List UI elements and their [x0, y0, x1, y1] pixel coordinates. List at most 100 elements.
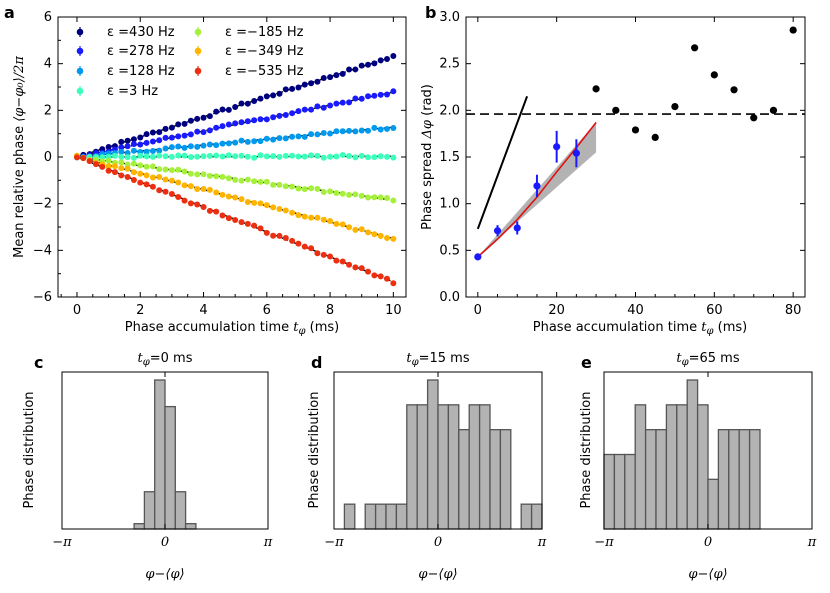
a-point: [358, 152, 365, 159]
a-point: [289, 85, 296, 92]
a-point: [225, 193, 232, 200]
a-point: [301, 153, 308, 160]
histogram-xtick-label: −π: [594, 535, 614, 550]
histogram-xtick-label: 0: [434, 535, 442, 550]
panel-d-xlabel: φ−⟨φ⟩: [418, 567, 457, 582]
a-point: [200, 185, 207, 192]
a-point: [162, 176, 169, 183]
a-point: [232, 153, 239, 160]
a-point: [181, 168, 188, 175]
a-point: [339, 221, 346, 228]
a-point: [276, 90, 283, 97]
a-point: [346, 224, 353, 231]
b-blue-point: [513, 224, 521, 232]
a-point: [339, 70, 346, 77]
a-point: [105, 143, 112, 150]
a-point: [143, 148, 150, 155]
panel-d-ylabel: Phase distribution: [307, 391, 322, 508]
a-point: [130, 136, 137, 143]
panel-e-ylabel: Phase distribution: [579, 391, 594, 508]
a-point: [149, 138, 156, 145]
a-point: [289, 110, 296, 117]
panel-b-ylabel: Phase spread Δφ (rad): [420, 84, 435, 230]
a-point: [219, 140, 226, 147]
a-point: [156, 137, 163, 144]
a-point: [263, 116, 270, 123]
a-point: [244, 220, 251, 227]
a-point: [244, 100, 251, 107]
a-point: [301, 106, 308, 113]
a-point: [339, 190, 346, 197]
histogram-bar: [748, 429, 761, 530]
a-point: [181, 152, 188, 159]
a-point: [257, 152, 264, 159]
panel-label-a: a: [4, 3, 15, 22]
a-point: [346, 99, 353, 106]
b-blue-point: [553, 143, 561, 151]
a-point: [346, 152, 353, 159]
a-point: [149, 129, 156, 136]
a-point: [238, 196, 245, 203]
a-point: [124, 165, 131, 172]
a-point: [162, 188, 169, 195]
a-point: [377, 194, 384, 201]
a-point: [206, 113, 213, 120]
a-point: [225, 215, 232, 222]
a-point: [358, 265, 365, 272]
a-point: [352, 128, 359, 135]
a-point: [301, 186, 308, 193]
a-point: [143, 153, 150, 160]
a-point: [371, 124, 378, 131]
panel-e-xlabel: φ−⟨φ⟩: [688, 567, 727, 582]
a-point: [143, 172, 150, 179]
a-point: [289, 183, 296, 190]
a-point: [251, 199, 258, 206]
a-ytick-label: −6: [33, 290, 52, 305]
histogram-bar: [343, 503, 356, 530]
a-point: [295, 185, 302, 192]
a-point: [289, 209, 296, 216]
a-point: [143, 131, 150, 138]
a-point: [149, 153, 156, 160]
a-point: [99, 163, 106, 170]
histogram-bar: [676, 404, 688, 530]
a-ytick-label: 4: [44, 57, 52, 72]
a-point: [232, 103, 239, 110]
a-point: [333, 153, 340, 160]
a-point: [371, 272, 378, 279]
a-point: [168, 134, 175, 141]
histogram-xtick-label: −π: [324, 535, 344, 550]
histogram-xtick-label: π: [807, 535, 817, 550]
a-point: [333, 100, 340, 107]
a-legend-marker: [76, 67, 84, 75]
a-point: [130, 177, 137, 184]
a-point: [384, 235, 391, 242]
a-point: [213, 208, 220, 215]
a-point: [200, 142, 207, 149]
a-point: [308, 106, 315, 113]
a-point: [352, 264, 359, 271]
a-point: [244, 118, 251, 125]
a-xtick-label: 10: [385, 303, 402, 318]
a-point: [124, 149, 131, 156]
a-point: [219, 153, 226, 160]
a-xtick-label: 0: [73, 303, 81, 318]
a-point: [333, 220, 340, 227]
a-point: [80, 155, 87, 162]
a-point: [327, 217, 334, 224]
a-point: [358, 127, 365, 134]
a-point: [206, 186, 213, 193]
a-point: [270, 204, 277, 211]
b-black-point: [769, 106, 778, 114]
a-point: [111, 169, 118, 176]
a-point: [295, 240, 302, 247]
a-point: [295, 212, 302, 219]
a-point: [371, 194, 378, 201]
panel-e-title: tφ=65 ms: [676, 351, 739, 368]
b-xtick-label: 0: [474, 303, 482, 318]
histogram-bar: [184, 523, 197, 530]
a-point: [301, 133, 308, 140]
a-ytick-label: 0: [44, 150, 52, 165]
a-point: [118, 165, 125, 172]
a-point: [162, 145, 169, 152]
